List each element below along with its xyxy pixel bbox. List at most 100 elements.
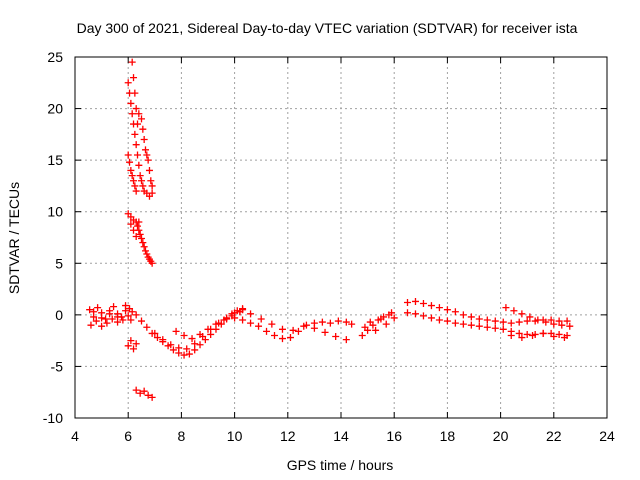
data-point [141,146,149,154]
data-point [411,310,419,318]
data-point [443,306,451,314]
data-point [377,315,385,323]
data-point [372,326,380,334]
series-spike-b [128,58,156,190]
data-point [132,340,140,348]
series-arc-1 [132,305,247,359]
data-point [134,222,142,230]
data-point [134,151,142,159]
data-point [247,319,255,327]
data-point [263,327,271,335]
data-point [300,322,308,330]
data-point [294,327,302,335]
data-point [128,58,136,66]
data-point [467,321,475,329]
data-point [483,316,491,324]
data-point [106,310,114,318]
series-cluster-14.8-16 [358,309,398,339]
x-axis-label: GPS time / hours [287,457,394,473]
data-point [451,308,459,316]
data-point [361,323,369,331]
x-tick-label: 18 [440,428,456,444]
data-point [404,298,411,306]
data-point [130,226,138,234]
data-point [515,318,523,326]
data-point [278,325,286,333]
data-point [167,341,175,349]
y-tick-label: -5 [51,358,64,374]
data-point [134,120,142,128]
data-point [459,320,467,328]
data-point [529,331,537,339]
data-point [289,326,297,334]
data-point [390,314,398,322]
data-point [542,318,550,326]
data-point [127,166,135,174]
data-point [98,314,106,322]
data-point [138,235,145,243]
data-point [191,340,199,348]
y-tick-label: 25 [47,49,63,65]
data-point [547,316,555,324]
data-point [499,325,507,333]
data-point [180,331,188,339]
data-point [555,317,563,325]
data-point [518,334,526,342]
data-point [236,308,244,316]
data-point [326,319,334,327]
series-cluster-4.5-6.2 [86,302,136,330]
x-tick-label: 12 [280,428,296,444]
data-point [491,324,499,332]
data-point [138,317,145,325]
data-point [135,161,143,169]
data-point [566,322,574,330]
data-point [148,189,156,197]
data-point [518,310,526,318]
data-point [132,232,140,240]
data-point [515,329,523,337]
data-point [526,313,534,321]
data-point [139,239,147,247]
data-point [127,316,135,324]
series-band-20-22.6 [502,304,574,342]
axes: 4 6 8 10 12 14 16 18 20 22 24 -10 -5 0 5 10 15 20 25 [43,49,615,444]
x-tick-label: 24 [599,428,615,444]
data-point [459,311,467,319]
data-point [507,331,515,339]
data-point [135,218,143,226]
data-point [92,317,100,325]
data-point [128,308,136,316]
data-point [132,386,140,394]
data-point [151,329,159,337]
data-point [499,318,507,326]
data-point [483,323,491,331]
data-point [130,177,138,185]
data-point [334,317,342,325]
data-point [255,322,263,330]
data-point [366,318,374,326]
data-point [124,312,132,320]
data-point [131,182,139,190]
data-point [144,391,152,399]
y-tick-label: 20 [47,101,63,117]
data-point [136,389,144,397]
data-point [404,309,411,317]
data-point [147,177,155,185]
data-point [239,316,247,324]
data-point [220,316,228,324]
x-tick-label: 8 [178,428,186,444]
data-point [388,309,396,317]
data-point [342,318,350,326]
x-tick-label: 6 [124,428,132,444]
data-point [132,141,140,149]
data-point [257,315,265,323]
data-point [124,342,132,350]
data-point [90,313,98,321]
data-point [132,311,140,319]
data-point [143,250,151,258]
data-point [130,74,138,82]
data-point [169,346,177,354]
data-point [180,351,188,359]
data-point [140,243,148,251]
data-point [145,166,153,174]
